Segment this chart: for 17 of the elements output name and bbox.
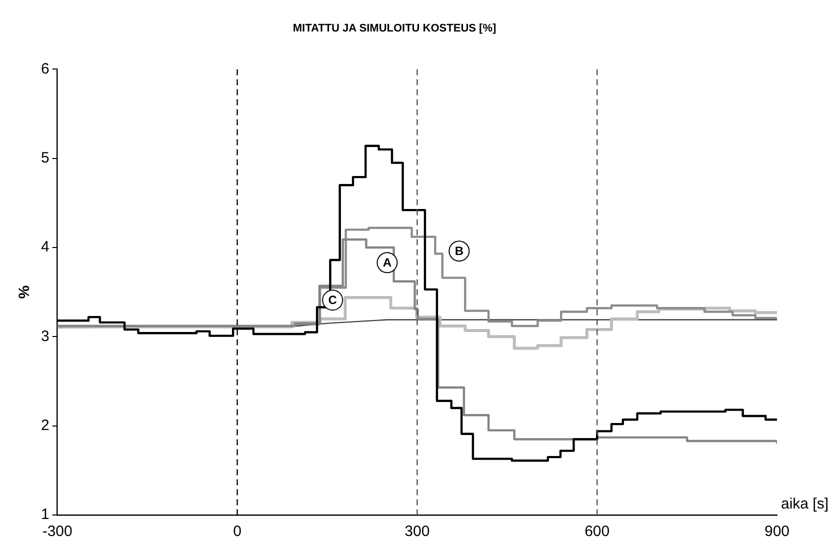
annotation: C bbox=[328, 292, 338, 307]
y-tick-label: 1 bbox=[41, 506, 50, 524]
x-tick-label: 600 bbox=[584, 523, 610, 540]
x-tick-label: 900 bbox=[764, 523, 790, 540]
x-tick-label: 300 bbox=[404, 523, 430, 540]
chart-title: MITATTU JA SIMULOITU KOSTEUS [%] bbox=[292, 22, 496, 35]
x-axis-title: aika [s] bbox=[781, 496, 829, 513]
annotation: B bbox=[454, 244, 464, 258]
x-tick-label: -300 bbox=[42, 523, 72, 540]
x-tick-label: 0 bbox=[233, 523, 242, 540]
y-tick-label: 2 bbox=[41, 416, 50, 434]
y-tick-label: 4 bbox=[41, 238, 50, 256]
annotation: A bbox=[382, 255, 392, 270]
y-tick-label: 6 bbox=[41, 60, 50, 78]
y-tick-label: 3 bbox=[41, 328, 50, 345]
y-axis-title: % bbox=[16, 285, 34, 299]
y-tick-label: 5 bbox=[41, 150, 50, 166]
